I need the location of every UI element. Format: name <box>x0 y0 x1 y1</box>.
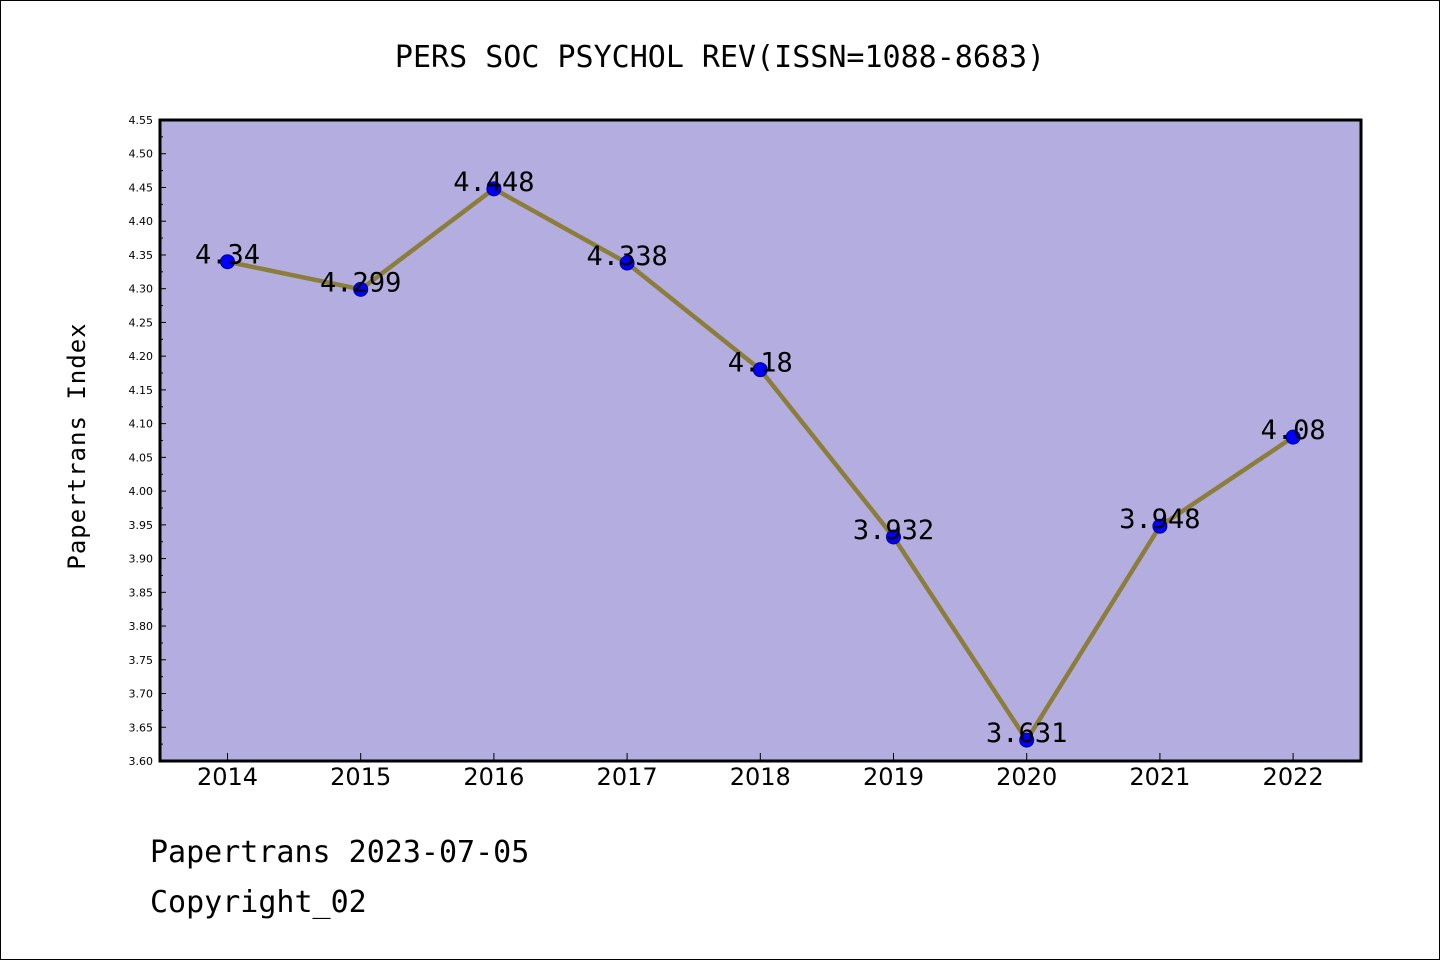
x-tick-label: 2020 <box>996 763 1057 791</box>
x-tick-label: 2014 <box>197 763 258 791</box>
x-tick-label: 2021 <box>1129 763 1190 791</box>
y-tick-label: 3.65 <box>129 721 154 734</box>
y-axis: 3.60 3.65 3.70 3.75 3.80 3.85 3.90 3.95 4.00 4.05… <box>129 114 166 768</box>
x-tick-label: 2017 <box>597 763 658 791</box>
data-point-marker <box>220 254 235 270</box>
x-tick-label: 2016 <box>463 763 524 791</box>
y-tick-label: 3.75 <box>129 654 154 667</box>
y-tick-label: 4.15 <box>129 384 154 397</box>
data-label: 3.631 <box>986 718 1067 749</box>
footer-copyright: Copyright_02 <box>150 885 367 920</box>
chart-title: PERS SOC PSYCHOL REV(ISSN=1088-8683) <box>395 40 1045 75</box>
y-tick-label: 3.90 <box>129 553 154 566</box>
y-axis-label: Papertrans Index <box>63 322 91 569</box>
y-tick-label: 4.05 <box>129 451 154 464</box>
y-tick-label: 4.40 <box>129 215 154 228</box>
data-label: 4.34 <box>195 240 260 271</box>
y-tick-label: 3.70 <box>129 688 154 701</box>
y-tick-label: 4.35 <box>129 249 154 262</box>
data-point-marker <box>486 181 502 197</box>
y-tick-label: 4.50 <box>129 148 154 161</box>
y-tick-label: 4.00 <box>129 485 154 498</box>
data-point-marker <box>1152 518 1168 534</box>
data-label: 4.299 <box>320 267 401 298</box>
y-tick-label: 4.20 <box>129 350 154 363</box>
data-label: 4.448 <box>453 167 534 198</box>
data-label: 4.338 <box>586 241 667 272</box>
data-point-marker <box>752 362 768 378</box>
y-tick-label: 3.80 <box>129 620 154 633</box>
y-tick-label: 4.25 <box>129 316 154 329</box>
data-label: 3.932 <box>853 515 934 546</box>
y-tick-label: 3.95 <box>129 519 154 532</box>
y-tick-label: 4.30 <box>129 283 154 296</box>
data-point-marker <box>619 255 635 271</box>
data-point-marker <box>1285 429 1301 445</box>
data-labels: 4.34 4.299 4.448 4.338 4.18 3.932 3.631 3.948 4.… <box>195 167 1326 749</box>
y-tick-label: 4.10 <box>129 418 154 431</box>
x-axis: 2014 2015 2016 2017 2018 2019 2020 2021 2022 <box>197 753 1324 791</box>
series-markers <box>220 181 1301 748</box>
x-tick-label: 2019 <box>863 763 924 791</box>
y-tick-label: 4.55 <box>129 114 154 127</box>
plot-area <box>158 118 1363 763</box>
data-label: 4.08 <box>1261 415 1326 446</box>
x-tick-label: 2018 <box>730 763 791 791</box>
data-label: 3.948 <box>1119 504 1200 535</box>
y-tick-label: 4.45 <box>129 181 154 194</box>
y-tick-label: 3.85 <box>129 586 154 599</box>
x-tick-label: 2015 <box>330 763 391 791</box>
footer-date: Papertrans 2023-07-05 <box>150 835 530 870</box>
x-tick-label: 2022 <box>1263 763 1324 791</box>
data-point-marker <box>886 529 901 545</box>
data-label: 4.18 <box>728 348 793 379</box>
y-tick-label: 3.60 <box>129 755 154 768</box>
data-point-marker <box>353 281 369 297</box>
data-point-marker <box>1019 732 1035 748</box>
